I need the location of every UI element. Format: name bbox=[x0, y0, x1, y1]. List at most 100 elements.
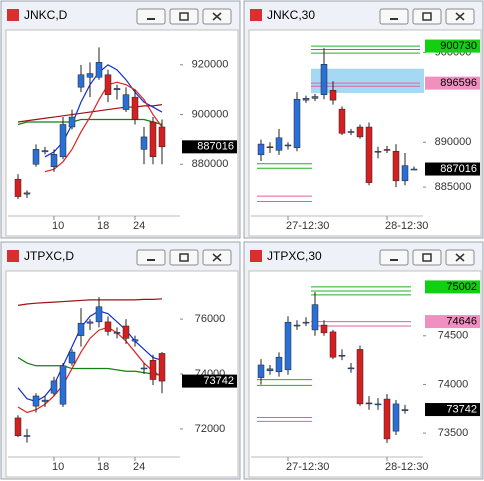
candle-body bbox=[122, 94, 130, 110]
indicator-line bbox=[17, 298, 163, 306]
window-icon bbox=[7, 250, 19, 262]
y-tick-label: 890000 bbox=[435, 136, 472, 148]
candle-body bbox=[149, 360, 157, 380]
price-tag bbox=[425, 162, 480, 176]
plot-area bbox=[248, 270, 482, 478]
candle-body bbox=[338, 108, 346, 134]
candle-body bbox=[320, 324, 328, 334]
candle-body bbox=[32, 395, 40, 407]
button-icon bbox=[455, 12, 465, 21]
window-icon bbox=[7, 9, 19, 21]
restore-button[interactable] bbox=[412, 249, 442, 266]
candle-body bbox=[347, 367, 355, 370]
minimize-button[interactable] bbox=[379, 249, 409, 266]
candle-body bbox=[77, 74, 85, 88]
window-title: JTPXC,30 bbox=[267, 249, 322, 263]
y-tick-label: 885000 bbox=[435, 181, 472, 193]
candle-body bbox=[140, 136, 148, 150]
x-tick-label: 18 bbox=[97, 461, 109, 473]
candle-body bbox=[257, 364, 265, 378]
candle-body bbox=[113, 88, 121, 90]
candle-body bbox=[347, 131, 355, 133]
candle-body bbox=[50, 380, 58, 394]
price-tag bbox=[182, 374, 237, 388]
candle-body bbox=[41, 150, 49, 153]
button-icon bbox=[179, 253, 189, 262]
candle-body bbox=[320, 64, 328, 96]
price-tag-label: 887016 bbox=[440, 163, 477, 175]
x-tick-label: 24 bbox=[133, 461, 145, 473]
candle-body bbox=[23, 192, 31, 195]
x-tick-label: 10 bbox=[52, 461, 64, 473]
x-tick-label: 28-12:30 bbox=[385, 461, 428, 473]
candle-body bbox=[257, 143, 265, 156]
button-icon bbox=[455, 253, 465, 262]
candle-body bbox=[329, 90, 337, 101]
candle-body bbox=[293, 98, 301, 148]
candle-body bbox=[266, 368, 274, 372]
button-icon bbox=[422, 12, 432, 21]
title-bar bbox=[2, 243, 239, 269]
y-tick-label: 73500 bbox=[438, 427, 469, 439]
candle-body bbox=[356, 126, 364, 138]
candle-body bbox=[50, 154, 58, 168]
price-tag bbox=[425, 76, 480, 90]
window-title: JNKC,D bbox=[24, 8, 68, 22]
button-icon bbox=[212, 253, 222, 262]
price-tag bbox=[182, 140, 237, 154]
candle-body bbox=[95, 62, 103, 78]
candle-body bbox=[266, 146, 274, 149]
restore-button[interactable] bbox=[169, 8, 199, 25]
candle-body bbox=[401, 409, 409, 411]
candle-body bbox=[131, 96, 139, 120]
minimize-button[interactable] bbox=[379, 8, 409, 25]
candle-body bbox=[338, 354, 346, 357]
y-tick-label: 74500 bbox=[438, 330, 469, 342]
price-tag-label: 896596 bbox=[440, 77, 477, 89]
candle-body bbox=[86, 321, 94, 324]
price-tag bbox=[425, 403, 480, 417]
title-bar bbox=[245, 2, 482, 28]
candle-body bbox=[104, 321, 112, 332]
indicator-line bbox=[17, 310, 163, 403]
y-tick-label: 920000 bbox=[192, 59, 229, 71]
candle-body bbox=[365, 402, 373, 405]
x-tick-label: 10 bbox=[52, 220, 64, 232]
candle-body bbox=[104, 74, 112, 95]
window-icon bbox=[250, 9, 262, 21]
minimize-button[interactable] bbox=[136, 249, 166, 266]
window-title: JNKC,30 bbox=[267, 8, 315, 22]
candle-body bbox=[140, 367, 148, 370]
candle-body bbox=[275, 137, 283, 151]
title-bar bbox=[2, 2, 239, 28]
window-title: JTPXC,D bbox=[24, 249, 74, 263]
candle-body bbox=[113, 332, 121, 334]
candle-body bbox=[14, 417, 22, 437]
button-icon bbox=[422, 253, 432, 262]
title-bar bbox=[245, 243, 482, 269]
candle-body bbox=[374, 403, 382, 406]
x-tick-label: 27-12:30 bbox=[286, 220, 329, 232]
candle-body bbox=[302, 321, 310, 324]
button-icon bbox=[179, 12, 189, 21]
candle-body bbox=[131, 339, 139, 342]
candle-body bbox=[356, 349, 364, 405]
candle-body bbox=[311, 96, 319, 99]
restore-button[interactable] bbox=[169, 249, 199, 266]
plot-area bbox=[5, 270, 239, 478]
price-tag-label: 73742 bbox=[446, 403, 477, 415]
candle-body bbox=[284, 144, 292, 147]
minimize-button[interactable] bbox=[136, 8, 166, 25]
price-tag-label: 73742 bbox=[203, 375, 234, 387]
candle-body bbox=[149, 121, 157, 158]
indicator-line bbox=[17, 326, 163, 414]
restore-button[interactable] bbox=[412, 8, 442, 25]
candle-body bbox=[122, 325, 130, 339]
window-icon bbox=[250, 250, 262, 262]
candle-body bbox=[275, 356, 283, 373]
candle-body bbox=[41, 399, 49, 402]
candle-body bbox=[329, 331, 337, 358]
y-tick-label: 74000 bbox=[438, 378, 469, 390]
candle-body bbox=[410, 168, 418, 171]
candle-body bbox=[302, 98, 310, 101]
